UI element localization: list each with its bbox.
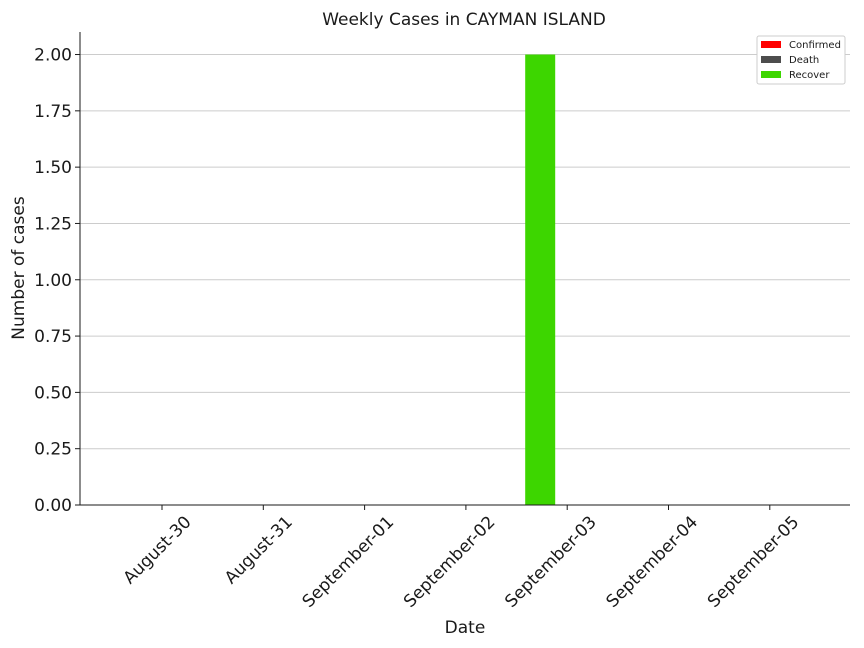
y-tick-label: 1.25: [34, 214, 72, 234]
x-tick-label: September-04: [603, 512, 702, 611]
legend-label-death: Death: [789, 55, 819, 66]
legend-swatch-confirmed: [761, 41, 781, 48]
y-axis-label: Number of cases: [9, 196, 29, 340]
legend-swatch-death: [761, 56, 781, 63]
bar-recover-september-03: [525, 54, 556, 506]
x-tick-label: August-31: [221, 512, 297, 588]
y-tick-label: 0.00: [34, 496, 72, 516]
y-tick-label: 0.50: [34, 383, 72, 403]
x-tick-label: September-01: [299, 512, 398, 611]
x-tick-label: September-02: [400, 512, 499, 611]
x-tick-label: September-03: [501, 512, 600, 611]
legend-label-confirmed: Confirmed: [789, 40, 841, 51]
x-ticks: August-30 August-31 September-01 September-…: [120, 505, 803, 612]
y-tick-label: 0.25: [34, 440, 72, 460]
gridlines: [80, 54, 850, 450]
bars: [525, 54, 556, 506]
x-tick-label: September-05: [704, 512, 803, 611]
legend-label-recover: Recover: [789, 70, 830, 81]
x-axis-label: Date: [445, 618, 486, 638]
y-tick-label: 1.50: [34, 158, 72, 178]
y-tick-label: 1.75: [34, 102, 72, 122]
legend-swatch-recover: [761, 71, 781, 78]
axes: [79, 32, 850, 506]
y-tick-label: 0.75: [34, 327, 72, 347]
x-tick-label: August-30: [120, 512, 196, 588]
legend: Confirmed Death Recover: [756, 35, 846, 85]
y-ticks: 0.00 0.25 0.50 0.75 1.00 1.25 1.50 1.75 2.00: [34, 46, 80, 516]
chart-title: Weekly Cases in CAYMAN ISLAND: [322, 10, 606, 30]
y-tick-label: 1.00: [34, 271, 72, 291]
y-tick-label: 2.00: [34, 46, 72, 66]
